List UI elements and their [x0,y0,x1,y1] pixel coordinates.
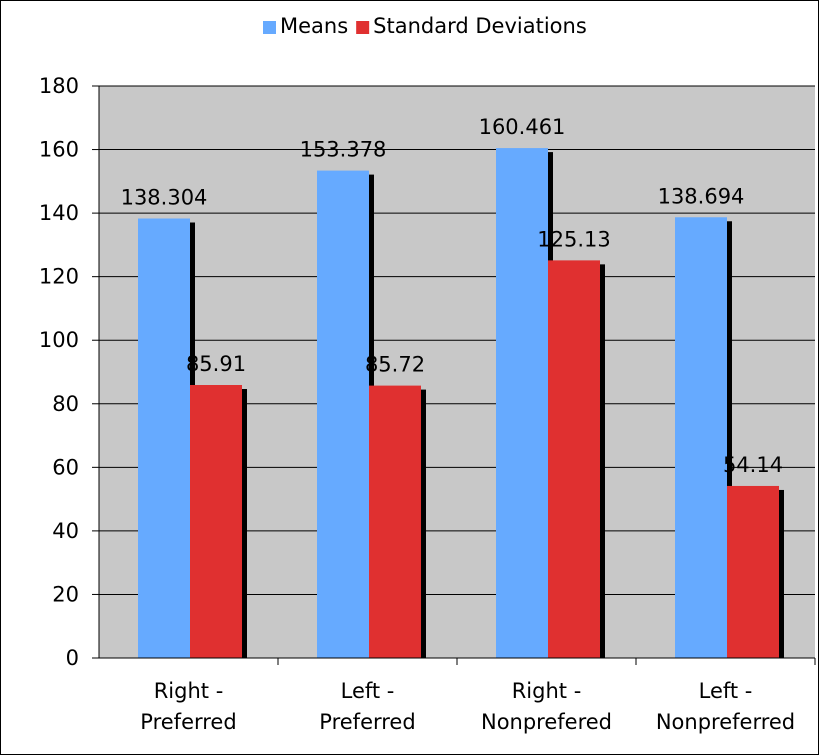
x-category-label: Preferred [319,710,415,734]
data-label: 85.91 [186,352,246,376]
data-label: 125.13 [537,227,610,251]
data-label: 54.14 [723,453,783,477]
x-category-label: Right - [512,679,582,703]
x-category-label: Nonprefered [481,710,612,734]
axes: 0 20 40 60 80 100 120 140 160 180 Right - Preferred… [39,74,816,734]
x-category-label: Left - [699,679,753,703]
data-label: 138.694 [658,184,745,208]
y-tick-label: 100 [39,328,79,352]
bar-standard-deviations [727,485,779,658]
bar-means [496,148,548,658]
y-tick-label: 0 [66,646,79,670]
bar-shadow [242,388,247,658]
data-label: 153.378 [300,138,387,162]
bar-shadow [727,221,732,658]
y-tick-label: 120 [39,265,79,289]
bar-means [317,170,369,658]
x-category-label: Nonpreferred [656,710,795,734]
x-category-label: Preferred [140,710,236,734]
data-label: 138.304 [121,186,208,210]
bar-standard-deviations [548,260,600,658]
bar-means [675,217,727,658]
bar-means [138,218,190,659]
legend-label: Means [280,14,348,38]
y-tick-label: 160 [39,138,79,162]
y-tick-label: 180 [39,74,79,98]
y-tick-label: 20 [52,582,79,606]
legend-swatch [356,21,370,34]
data-labels: 138.304 85.91 153.378 85.72 160.461 125.13 138… [121,115,783,477]
bar-standard-deviations [369,385,421,658]
legend-swatch [263,21,276,34]
y-tick-label: 40 [52,519,79,543]
bar-shadow [779,489,784,658]
x-category-label: Left - [341,679,395,703]
legend-label: Standard Deviations [373,14,587,38]
legend: Means Standard Deviations [263,14,587,38]
bar-standard-deviations [190,384,242,658]
y-tick-label: 80 [52,392,79,416]
bar-shadow [600,264,605,658]
bars [138,148,784,659]
bar-shadow [421,389,426,658]
data-label: 85.72 [365,353,425,377]
data-label: 160.461 [479,115,566,139]
y-tick-label: 140 [39,201,79,225]
x-category-label: Right - [154,679,224,703]
y-tick-label: 60 [52,455,79,479]
